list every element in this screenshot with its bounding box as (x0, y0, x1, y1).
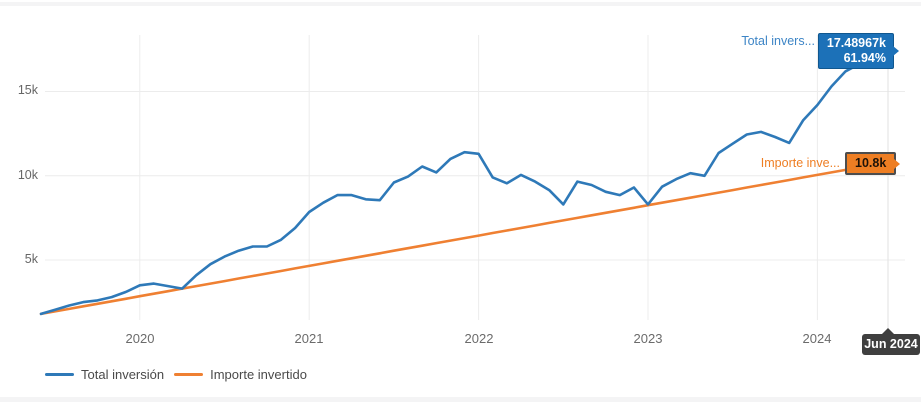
importe-invertido-line (39, 161, 890, 316)
top-divider (0, 2, 921, 6)
y-tick-label: 5k (24, 252, 38, 266)
legend-label: Total inversión (81, 367, 165, 382)
y-tick-label: 15k (17, 83, 38, 97)
importe-invertido-line-swatch (174, 373, 204, 376)
vertical-gridlines (139, 35, 818, 320)
legend-item-total-inversion[interactable]: Total inversión (45, 367, 164, 382)
y-tick-label: 10k (17, 168, 38, 182)
x-tick-label: 2021 (294, 331, 324, 346)
importe-value-badge: 10.8k (845, 152, 901, 175)
badge-arrow-right-icon (893, 46, 899, 56)
importe-series-label: Importe inve... (760, 156, 840, 170)
x-tick-label: 2024 (802, 331, 832, 346)
total-badge-pct: 61.94% (843, 51, 886, 65)
horizontal-gridlines (45, 91, 905, 261)
importe-badge-value: 10.8k (855, 156, 887, 170)
chart-legend: Total inversión Importe invertido (45, 367, 317, 382)
caret-up-icon (881, 328, 895, 335)
bottom-divider (0, 397, 921, 402)
x-tick-label: 2020 (125, 331, 155, 346)
total-inversion-line (39, 48, 890, 316)
x-tick-label: 2023 (633, 331, 663, 346)
x-axis-date-tooltip: Jun 2024 (862, 328, 920, 355)
x-tick-label: 2022 (464, 331, 494, 346)
total-value-badge: 17.48967k 61.94% (818, 33, 899, 69)
total-inversion-line-swatch (45, 373, 74, 376)
legend-label: Importe invertido (210, 367, 307, 382)
legend-item-importe-invertido[interactable]: Importe invertido (174, 367, 307, 382)
badge-arrow-right-icon (894, 158, 901, 169)
x-tooltip-text: Jun 2024 (864, 337, 918, 351)
total-series-label: Total invers... (741, 34, 815, 48)
total-badge-value: 17.48967k (826, 36, 886, 50)
